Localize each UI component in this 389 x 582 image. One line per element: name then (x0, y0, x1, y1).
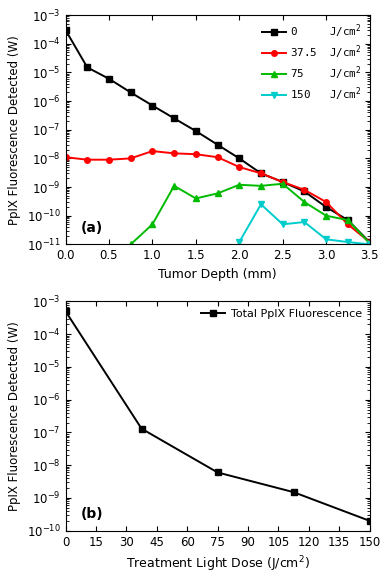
Y-axis label: PpIX Fluorescence Detected (W): PpIX Fluorescence Detected (W) (8, 321, 21, 511)
X-axis label: Tumor Depth (mm): Tumor Depth (mm) (158, 268, 277, 281)
Legend: Total PpIX Fluorescence: Total PpIX Fluorescence (198, 307, 364, 321)
Y-axis label: PpIX Fluorescence Detected (W): PpIX Fluorescence Detected (W) (8, 35, 21, 225)
Total PpIX Fluorescence (139, 425, 144, 432)
X-axis label: Treatment Light Dose (J/cm$^2$): Treatment Light Dose (J/cm$^2$) (126, 554, 310, 574)
Total PpIX Fluorescence (367, 517, 372, 524)
Total PpIX Fluorescence (215, 469, 220, 476)
Legend: 0     J/cm$^2$, 37.5  J/cm$^2$, 75    J/cm$^2$, 150   J/cm$^2$: 0 J/cm$^2$, 37.5 J/cm$^2$, 75 J/cm$^2$, … (260, 20, 364, 105)
Line: Total PpIX Fluorescence: Total PpIX Fluorescence (63, 308, 372, 524)
Text: (b): (b) (81, 508, 103, 521)
Total PpIX Fluorescence (291, 489, 296, 496)
Total PpIX Fluorescence (63, 308, 68, 315)
Text: (a): (a) (81, 221, 103, 235)
